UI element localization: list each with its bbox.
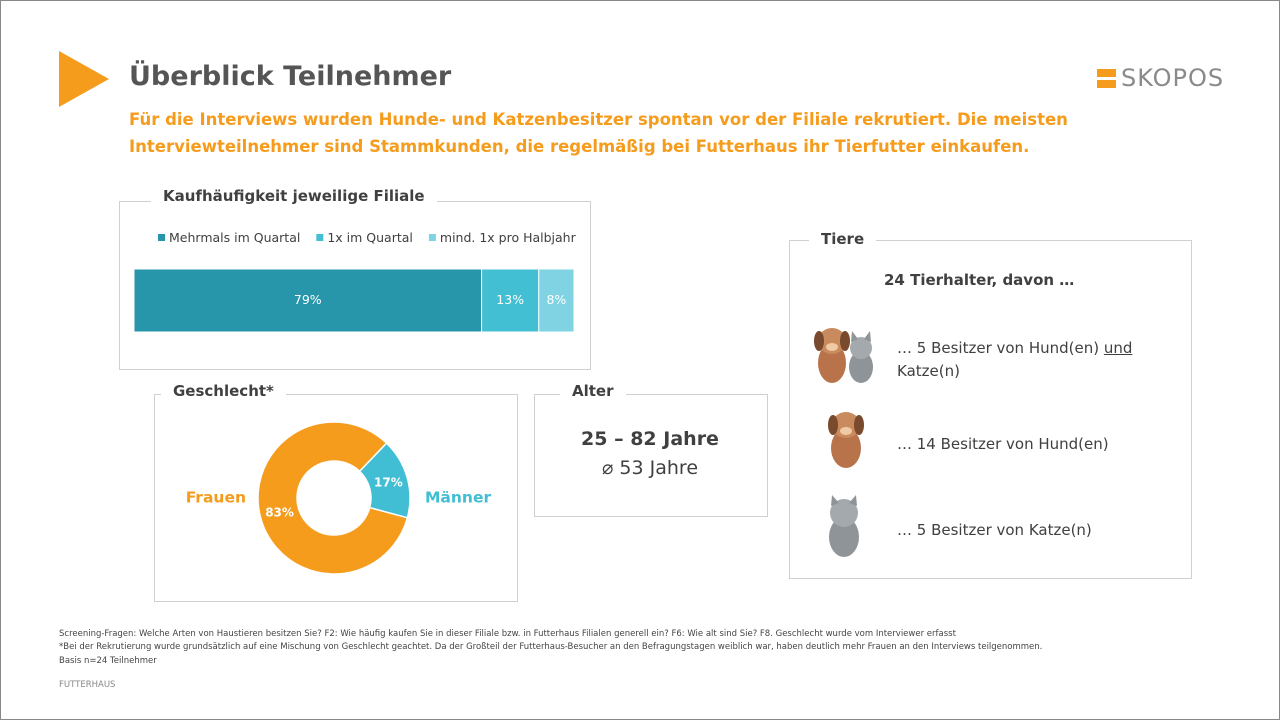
animals-box (789, 240, 1192, 579)
legend-label: mind. 1x pro Halbjahr (440, 230, 577, 245)
legend-label: 1x im Quartal (327, 230, 413, 245)
bar-segment (481, 268, 540, 333)
animals-intro: 24 Tierhalter, davon … (884, 271, 1075, 289)
legend-swatch (158, 234, 165, 241)
legend-label: Mehrmals im Quartal (169, 230, 300, 245)
age-mean: ⌀ 53 Jahre (601, 457, 699, 479)
gender-title: Geschlecht* (161, 382, 286, 400)
category-label: Frauen (186, 489, 246, 507)
value-label: 83% (265, 506, 294, 520)
both-owners: … 5 Besitzer von Hund(en) und Katze(n) (897, 337, 1157, 383)
both-text: … 5 Besitzer von Hund(en) (897, 339, 1100, 357)
both-und: und (1103, 339, 1133, 357)
footnote: Screening-Fragen: Welche Arten von Haust… (59, 629, 956, 639)
category-label: Männer (425, 489, 491, 507)
logo-icon (1097, 69, 1116, 88)
legend-swatch (316, 234, 324, 241)
title-arrow (59, 51, 109, 107)
dog-icon (828, 412, 864, 468)
cat-icon (829, 495, 859, 557)
value-label: 13% (496, 292, 524, 307)
bar-segment (538, 268, 575, 333)
legend-swatch (428, 234, 436, 241)
age-box (534, 394, 768, 517)
donut-slice (358, 442, 411, 519)
logo-text: SKOPOS (1121, 64, 1225, 92)
title: Überblick Teilnehmer (129, 61, 452, 92)
frequency-box (119, 201, 591, 370)
value-label: 79% (294, 292, 322, 307)
bar-segment (133, 268, 483, 333)
footnote: Basis n=24 Teilnehmer (59, 656, 157, 666)
subtitle: Für die Interviews wurden Hunde- und Kat… (129, 110, 1068, 156)
cat-owners: … 5 Besitzer von Katze(n) (897, 521, 1092, 539)
age-range: 25 – 82 Jahre (581, 428, 719, 450)
both-text-end: Katze(n) (897, 362, 960, 380)
footnote: *Bei der Rekrutierung wurde grundsätzlic… (59, 642, 1043, 652)
gender-box (154, 394, 518, 602)
frequency-title: Kaufhäufigkeit jeweilige Filiale (151, 187, 437, 205)
value-label: 8% (546, 292, 566, 307)
animals-title: Tiere (809, 230, 877, 248)
age-title: Alter (560, 382, 626, 400)
dog-owners: … 14 Besitzer von Hund(en) (897, 435, 1109, 453)
value-label: 17% (374, 475, 403, 489)
dog-cat-icon (814, 328, 873, 383)
footer: FUTTERHAUS (59, 680, 116, 690)
